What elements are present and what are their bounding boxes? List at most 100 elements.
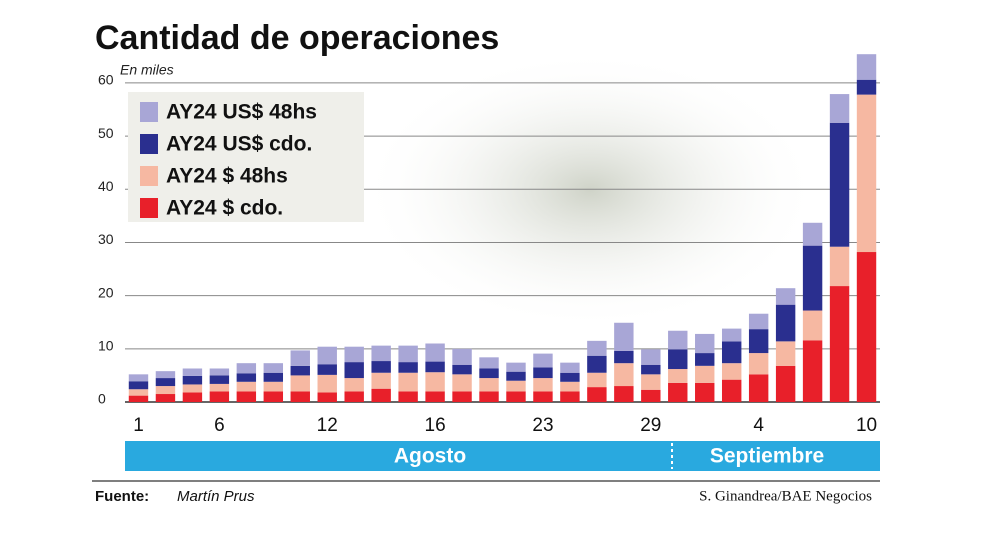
y-tick-label: 60 — [98, 72, 114, 88]
bar-segment — [641, 374, 661, 390]
bar-segment — [155, 386, 176, 395]
bar-segment — [721, 363, 742, 380]
bar-segment — [425, 343, 445, 362]
bar-segment — [587, 372, 607, 388]
bar-segment — [856, 94, 877, 253]
bar-segment — [128, 381, 149, 390]
bar-segment — [317, 346, 337, 365]
bar-segment — [856, 54, 877, 80]
bar-segment — [155, 371, 176, 379]
bar-segment — [317, 374, 337, 393]
credit: S. Ginandrea/BAE Negocios — [699, 488, 872, 504]
legend-label: AY24 $ 48hs — [166, 165, 288, 188]
chart-title: Cantidad de operaciones — [95, 19, 499, 57]
bar-segment — [856, 252, 877, 402]
y-tick-label: 30 — [98, 231, 114, 247]
bar-segment — [479, 357, 499, 369]
bar-segment — [856, 79, 877, 95]
bar-segment — [560, 391, 580, 402]
legend-swatch — [140, 102, 158, 122]
bar-segment — [587, 355, 607, 373]
x-tick-label: 4 — [753, 415, 764, 436]
bar-segment — [721, 328, 742, 342]
bar-segment — [560, 381, 580, 392]
bar-segment — [506, 391, 526, 402]
bar-segment — [748, 313, 769, 330]
bar-segment — [695, 333, 715, 354]
x-tick-label: 16 — [425, 415, 446, 436]
bar-segment — [533, 367, 553, 379]
bar-segment — [829, 122, 850, 247]
y-tick-label: 20 — [98, 284, 114, 300]
y-tick-label: 0 — [98, 391, 106, 407]
bar-segment — [209, 383, 230, 392]
bar-segment — [506, 371, 526, 381]
y-tick-label: 50 — [98, 125, 114, 141]
bar-segment — [614, 322, 634, 351]
legend-swatch — [140, 198, 158, 218]
bar-segment — [182, 368, 203, 376]
bar-segment — [371, 388, 391, 402]
legend-swatch — [140, 134, 158, 154]
legend-label: AY24 $ cdo. — [166, 197, 283, 220]
bar-segment — [371, 345, 391, 362]
bar-segment — [775, 304, 796, 342]
bar-segment — [290, 350, 310, 366]
bar-segment — [775, 288, 796, 305]
bar-segment — [155, 394, 176, 402]
month-band — [125, 441, 880, 471]
bar-segment — [479, 368, 499, 379]
bar-segment — [398, 362, 418, 373]
bar-segment — [668, 349, 688, 370]
bar-segment — [263, 381, 284, 392]
bar-segment — [560, 362, 580, 373]
bar-segment — [371, 361, 391, 373]
x-tick-label: 23 — [532, 415, 553, 436]
bar-segment — [506, 380, 526, 392]
bar-segment — [398, 372, 418, 392]
bar-segment — [721, 379, 742, 402]
bar-segment — [263, 363, 284, 373]
bar-segment — [668, 369, 688, 383]
x-tick-label: 12 — [317, 415, 338, 436]
bar-segment — [506, 362, 526, 372]
bar-segment — [317, 392, 337, 402]
bar-segment — [371, 372, 391, 389]
bar-segment — [587, 340, 607, 356]
bar-segment — [775, 341, 796, 366]
legend-label: AY24 US$ cdo. — [166, 133, 312, 156]
bar-segment — [398, 345, 418, 363]
bar-segment — [533, 378, 553, 392]
bar-segment — [452, 364, 472, 375]
bar-segment — [236, 373, 257, 382]
bar-segment — [452, 391, 472, 402]
bar-segment — [614, 363, 634, 387]
bar-segment — [748, 329, 769, 354]
bar-segment — [802, 222, 823, 246]
bar-segment — [182, 384, 203, 393]
bar-segment — [641, 389, 661, 402]
x-tick-label: 1 — [133, 415, 144, 436]
bar-segment — [263, 391, 284, 402]
bar-segment — [425, 361, 445, 373]
bar-segment — [128, 374, 149, 382]
y-tick-label: 10 — [98, 338, 114, 354]
bar-segment — [695, 353, 715, 366]
bar-segment — [748, 374, 769, 402]
bar-segment — [452, 348, 472, 365]
legend-swatch — [140, 166, 158, 186]
bar-segment — [263, 372, 284, 382]
bar-segment — [587, 387, 607, 402]
bar-segment — [209, 391, 230, 402]
bar-segment — [479, 378, 499, 392]
bar-segment — [829, 94, 850, 123]
bar-segment — [317, 364, 337, 375]
bar-segment — [425, 372, 445, 392]
bar-segment — [344, 378, 364, 392]
bar-segment — [236, 363, 257, 374]
bar-segment — [829, 246, 850, 287]
month-label: Septiembre — [710, 445, 824, 468]
bar-segment — [344, 391, 364, 402]
bar-segment — [425, 391, 445, 402]
bar-segment — [802, 245, 823, 311]
